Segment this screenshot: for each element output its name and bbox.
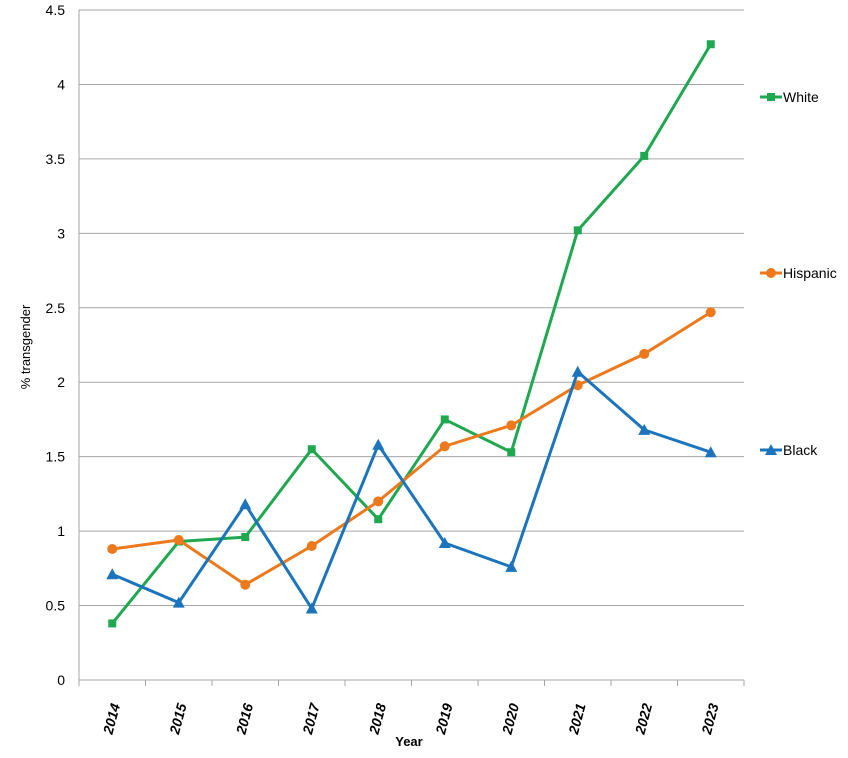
x-tick-label: 2023 <box>698 701 722 736</box>
data-point-hispanic <box>173 535 184 546</box>
data-point-hispanic <box>639 348 650 359</box>
y-tick-label: 2 <box>57 374 65 390</box>
data-point-white <box>640 151 649 160</box>
data-point-black <box>704 446 717 458</box>
data-point-white <box>241 533 250 542</box>
legend-marker-hispanic <box>766 268 776 278</box>
data-point-black <box>638 423 651 435</box>
data-point-white <box>507 448 516 457</box>
y-tick-label: 4 <box>57 76 65 92</box>
data-point-hispanic <box>506 420 517 431</box>
data-point-white <box>307 445 316 454</box>
data-point-black <box>438 537 451 549</box>
data-point-white <box>374 515 383 524</box>
y-tick-label: 3 <box>57 225 65 241</box>
x-tick-label: 2022 <box>631 701 655 736</box>
series-line-white <box>111 43 713 625</box>
x-tick-label: 2017 <box>299 700 323 736</box>
data-point-hispanic <box>705 307 716 318</box>
series-black <box>106 365 717 614</box>
y-tick-label: 0.5 <box>46 598 66 614</box>
data-point-hispanic <box>306 541 317 551</box>
legend-label-black: Black <box>783 442 818 458</box>
data-point-black <box>571 365 584 377</box>
series-layer <box>106 40 717 628</box>
legend-item-hispanic: Hispanic <box>760 265 837 281</box>
legend: White Hispanic Black <box>760 89 837 458</box>
y-tick-label: 3.5 <box>46 151 66 167</box>
data-point-black <box>106 568 119 580</box>
legend-label-white: White <box>783 89 819 105</box>
y-axis-tick-labels: 0 0.5 1 1.5 2 2.5 3 3.5 4 4.5 <box>46 2 66 688</box>
x-axis-title: Year <box>395 734 422 749</box>
axes <box>78 10 745 686</box>
data-point-hispanic <box>439 441 450 452</box>
x-tick-label: 2015 <box>166 701 190 736</box>
x-tick-label: 2018 <box>365 701 389 736</box>
data-point-hispanic <box>107 543 118 554</box>
x-tick-label: 2016 <box>232 701 256 736</box>
y-tick-label: 4.5 <box>46 2 66 18</box>
data-point-white <box>706 40 715 49</box>
data-point-black <box>372 438 385 450</box>
series-line-hispanic <box>112 310 712 587</box>
x-tick-label: 2019 <box>432 701 456 736</box>
x-tick-label: 2020 <box>498 701 522 736</box>
data-point-black <box>239 498 252 510</box>
series-line-black <box>111 370 712 611</box>
data-point-hispanic <box>240 579 251 590</box>
y-tick-label: 1 <box>57 523 65 539</box>
legend-marker-black <box>765 444 777 455</box>
data-point-black <box>305 602 318 614</box>
gridlines <box>79 9 744 607</box>
data-point-white <box>573 226 582 235</box>
data-point-white <box>108 619 117 628</box>
series-white <box>108 40 715 628</box>
y-axis-title: % transgender <box>18 304 33 389</box>
data-point-white <box>440 415 449 424</box>
y-tick-label: 1.5 <box>46 449 66 465</box>
legend-label-hispanic: Hispanic <box>783 265 837 281</box>
x-tick-label: 2021 <box>565 701 589 736</box>
x-tick-label: 2014 <box>99 701 123 736</box>
x-axis-tick-labels: 2014 2015 2016 2017 2018 2019 2020 2021 2022 2023 <box>99 700 721 736</box>
legend-item-white: White <box>760 89 819 105</box>
data-point-hispanic <box>373 496 384 507</box>
series-hispanic <box>107 307 716 590</box>
data-point-black <box>505 560 518 572</box>
y-tick-label: 2.5 <box>46 300 66 316</box>
data-point-black <box>172 596 185 608</box>
legend-marker-white <box>767 93 775 101</box>
y-tick-label: 0 <box>57 672 65 688</box>
legend-item-black: Black <box>760 442 818 458</box>
